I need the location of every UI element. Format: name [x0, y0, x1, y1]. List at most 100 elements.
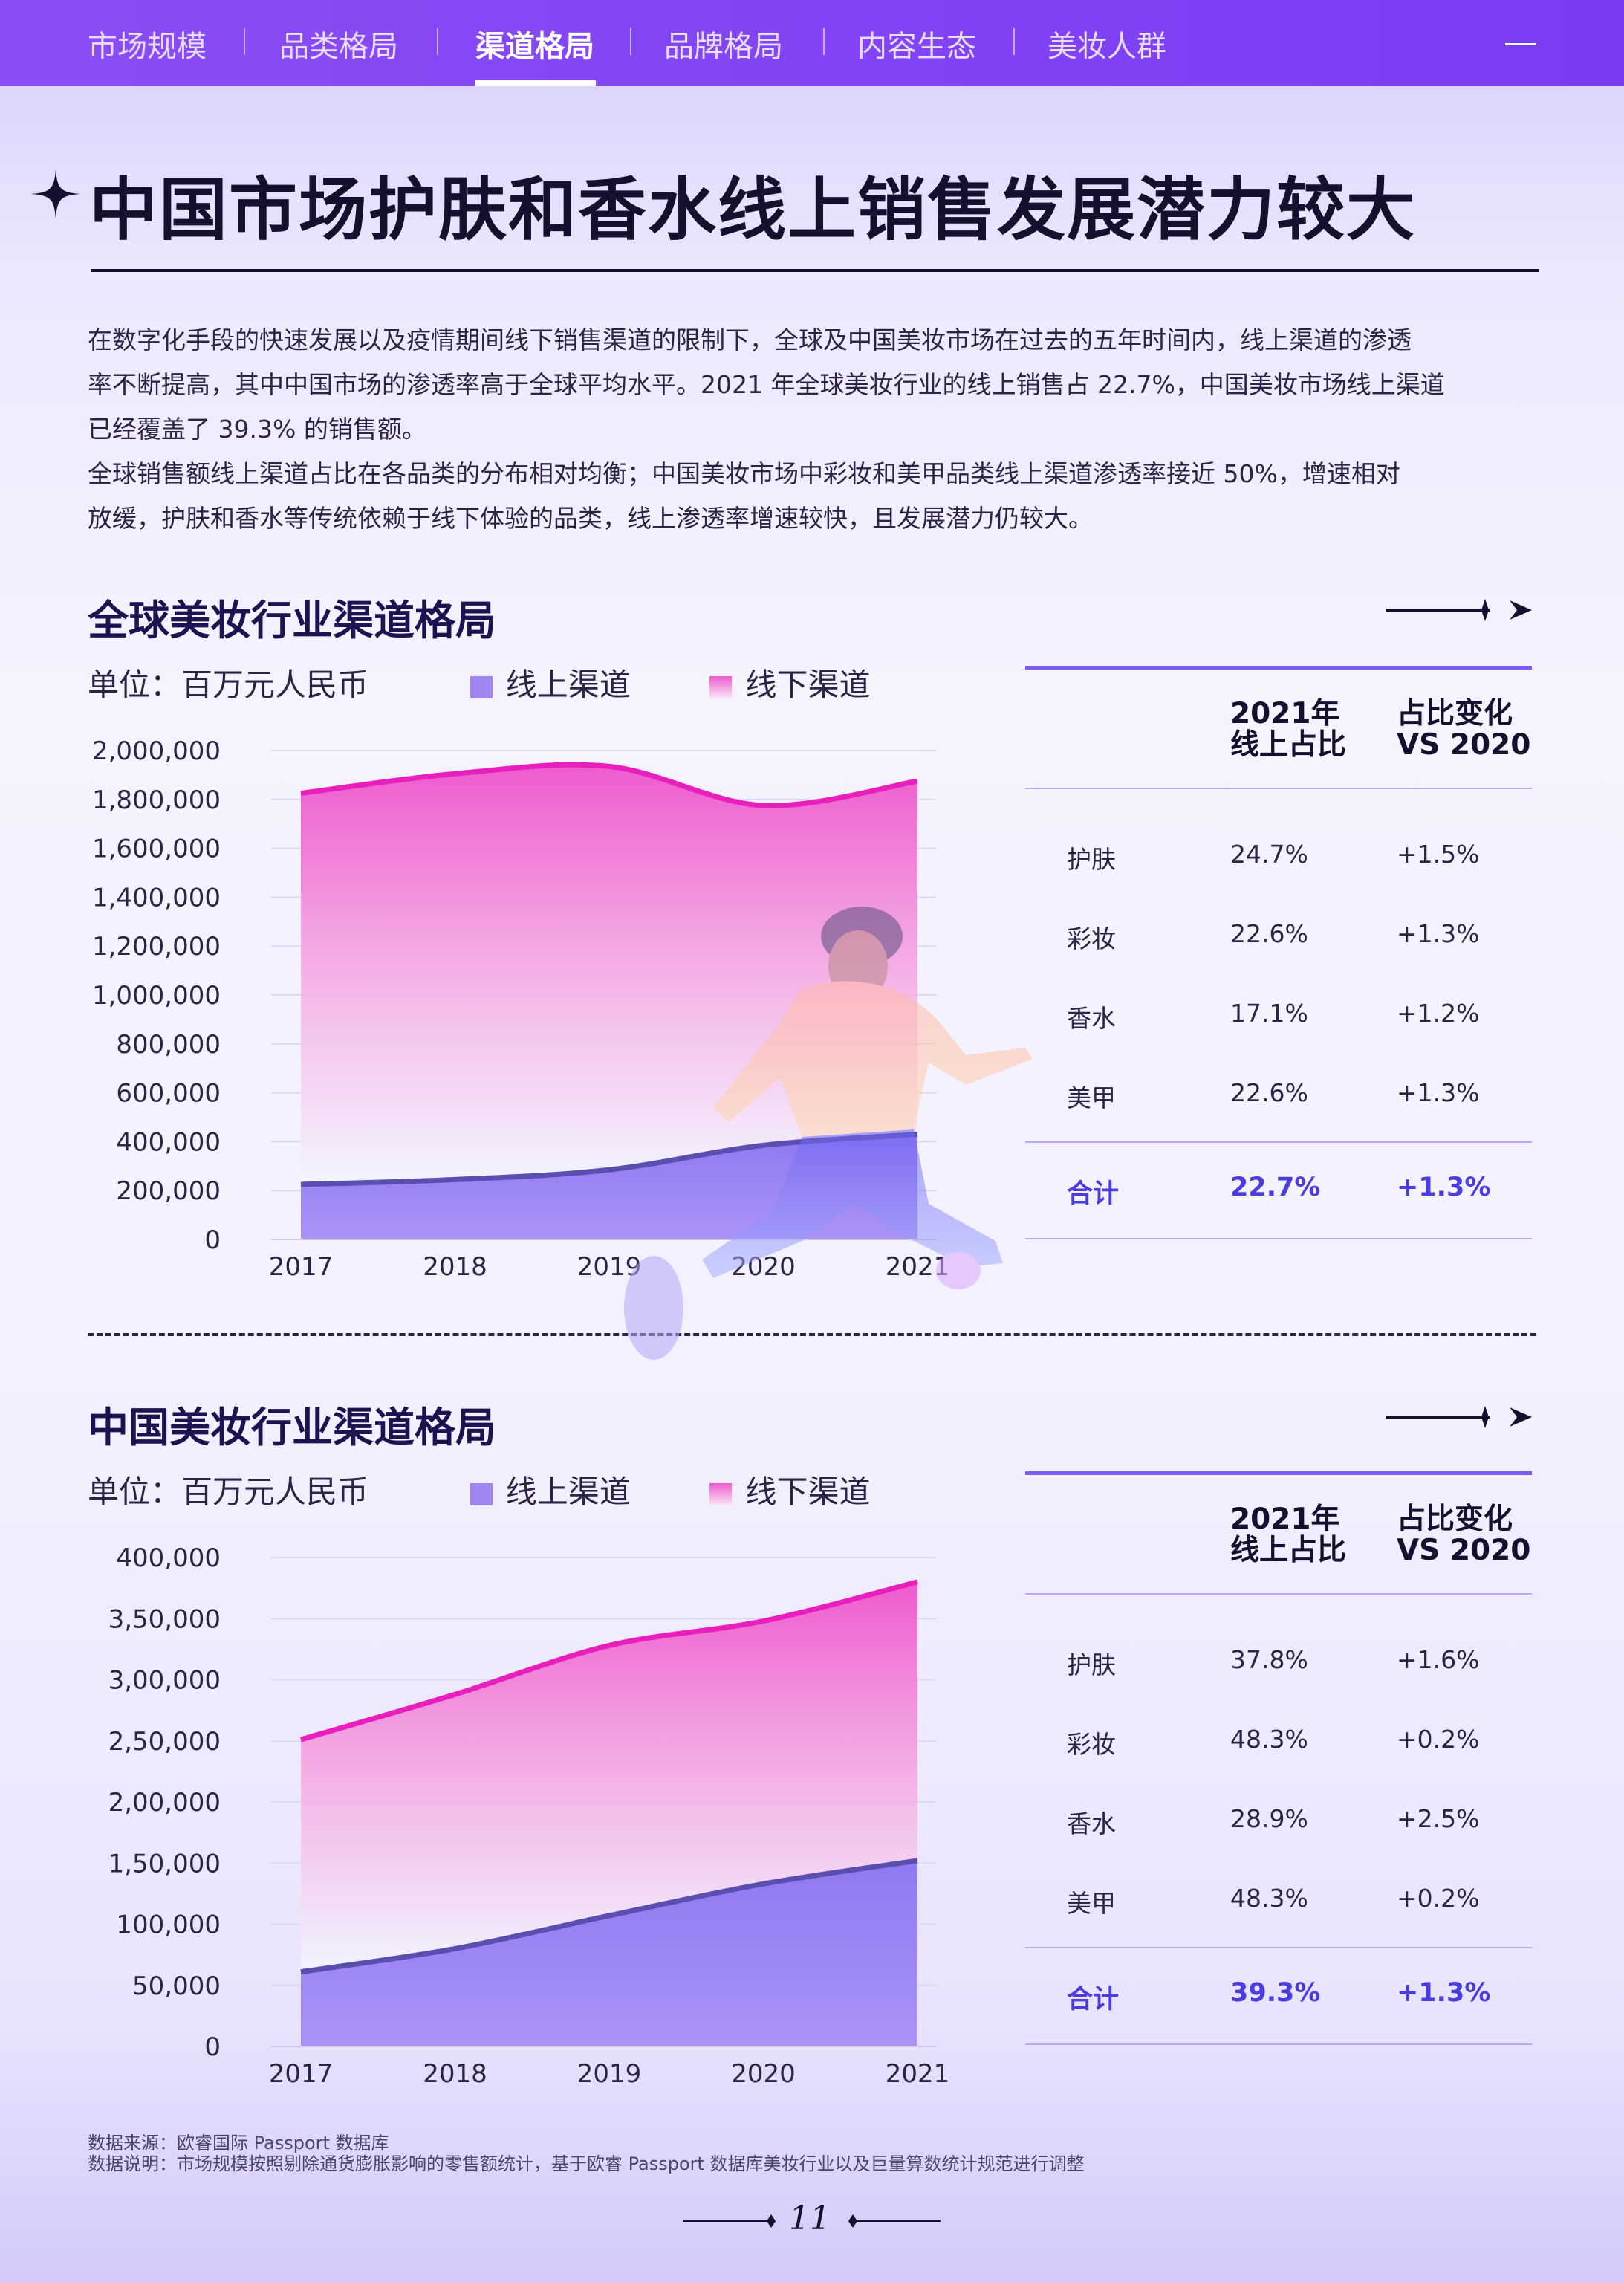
x-tick-label: 2021: [886, 2059, 950, 2089]
page-title: 中国市场护肤和香水线上销售发展潜力较大: [89, 170, 1417, 250]
y-tick-label: 1,000,000: [92, 981, 221, 1011]
row-share: 28.9%: [1230, 1804, 1308, 1833]
row-change: +1.3%: [1397, 919, 1480, 948]
nav-tab-channel[interactable]: 渠道格局: [475, 30, 594, 64]
nav-separator: [630, 28, 631, 55]
header-line: VS 2020: [1397, 1534, 1531, 1567]
legend-online-swatch: [470, 1482, 493, 1505]
nav-tab-content[interactable]: 内容生态: [857, 30, 976, 64]
unit-label: 单位：百万元人民币: [88, 667, 369, 703]
row-change: +1.5%: [1397, 840, 1480, 869]
x-tick-label: 2018: [423, 1252, 487, 1282]
nav-tab-market-size[interactable]: 市场规模: [88, 30, 207, 64]
data-explanation-note: 数据说明：市场规模按照剔除通货膨胀影响的零售额统计，基于欧睿 Passport …: [88, 2153, 1085, 2174]
header-line: 占比变化: [1397, 1503, 1513, 1536]
table-header-change: 占比变化 VS 2020: [1397, 1504, 1530, 1566]
header-line: 2021年: [1230, 1503, 1340, 1536]
row-change: +1.2%: [1397, 999, 1480, 1028]
nav-separator: [437, 28, 438, 55]
menu-dash-icon[interactable]: [1505, 43, 1536, 45]
sparkle-icon: [31, 169, 80, 218]
nav-tab-audience[interactable]: 美妆人群: [1048, 30, 1166, 64]
row-category: 彩妆: [1067, 924, 1116, 953]
row-category: 护肤: [1067, 1650, 1116, 1679]
intro-paragraph-line: 率不断提高，其中中国市场的渗透率高于全球平均水平。2021 年全球美妆行业的线上…: [88, 370, 1445, 399]
y-tick-label: 800,000: [116, 1030, 221, 1060]
total-change: +1.3%: [1397, 1978, 1491, 2008]
china-channel-area-chart: 0 50,000 100,000 1,50,000 2,00,000 2,50,000 3,…: [108, 1543, 950, 2089]
x-tick-label: 2018: [423, 2059, 487, 2089]
row-category: 美甲: [1067, 1083, 1116, 1112]
section-divider: [88, 1333, 1536, 1336]
running-figure-illustration: [624, 907, 1033, 1360]
nav-tab-category[interactable]: 品类格局: [279, 30, 398, 64]
x-tick-label: 2017: [269, 1252, 334, 1282]
chart-legend: 单位：百万元人民币 线上渠道 线下渠道: [88, 660, 870, 705]
header-line: VS 2020: [1397, 728, 1531, 762]
table-top-line: [1025, 1471, 1532, 1475]
y-tick-label: 3,00,000: [108, 1666, 221, 1696]
offline-total-line: [300, 1579, 918, 1743]
footer-right-ornament-icon: [848, 2214, 941, 2228]
footer-left-ornament-icon: [683, 2214, 776, 2228]
chart-legend: 单位：百万元人民币 线上渠道 线下渠道: [88, 1467, 870, 1512]
table-header-share: 2021年 线上占比: [1230, 1504, 1346, 1566]
y-tick-label: 1,50,000: [108, 1849, 221, 1879]
row-change: +0.2%: [1397, 1884, 1480, 1913]
row-change: +2.5%: [1397, 1804, 1480, 1833]
table-top-line: [1025, 666, 1532, 670]
nav-separator: [823, 28, 825, 55]
row-share: 48.3%: [1230, 1884, 1308, 1913]
table-divider: [1025, 1947, 1532, 1948]
legend-offline-swatch: [709, 1482, 733, 1505]
row-change: +1.6%: [1397, 1645, 1480, 1674]
y-tick-label: 50,000: [132, 1971, 221, 2001]
legend-offline-label: 线下渠道: [745, 1474, 871, 1510]
y-tick-label: 1,400,000: [92, 883, 221, 913]
table-divider: [1025, 1141, 1532, 1143]
row-change: +0.2%: [1397, 1725, 1480, 1754]
total-share: 39.3%: [1230, 1978, 1321, 2008]
online-area: [301, 1134, 917, 1239]
x-tick-label: 2020: [731, 2059, 796, 2089]
legend-online-label: 线上渠道: [505, 667, 631, 703]
intro-paragraph-line: 全球销售额线上渠道占比在各品类的分布相对均衡；中国美妆市场中彩妆和美甲品类线上渠…: [88, 459, 1400, 488]
legend-offline-swatch: [709, 675, 733, 698]
nav-separator: [1013, 28, 1015, 55]
y-tick-label: 200,000: [116, 1176, 221, 1206]
total-change: +1.3%: [1397, 1173, 1491, 1202]
table-divider: [1025, 1593, 1532, 1595]
data-source-note: 数据来源：欧睿国际 Passport 数据库: [88, 2133, 389, 2153]
row-category: 香水: [1067, 1809, 1116, 1838]
offline-total-line: [300, 762, 918, 808]
x-tick-label: 2019: [577, 2059, 642, 2089]
intro-paragraph-line: 放缓，护肤和香水等传统依赖于线下体验的品类，线上渗透率增速较快，且发展潜力仍较大…: [88, 504, 1093, 533]
global-online-share-table: 2021年 线上占比 占比变化 VS 2020 护肤 24.7% +1.5% 彩…: [1025, 666, 1532, 1239]
nav-tab-brand[interactable]: 品牌格局: [664, 30, 783, 64]
header-line: 线上占比: [1230, 1534, 1347, 1567]
row-share: 48.3%: [1230, 1725, 1308, 1754]
x-tick-label: 2017: [269, 2059, 334, 2089]
title-rule: [91, 269, 1539, 272]
table-header-change: 占比变化 VS 2020: [1397, 698, 1530, 761]
y-tick-label: 0: [204, 2032, 221, 2062]
arrow-star-icon: [1386, 1406, 1532, 1428]
section-title-china: 中国美妆行业渠道格局: [88, 1404, 497, 1451]
y-tick-label: 3,50,000: [108, 1604, 221, 1634]
y-tick-label: 2,50,000: [108, 1727, 221, 1757]
online-line: [300, 1858, 918, 1975]
legend-offline-label: 线下渠道: [745, 667, 871, 703]
y-tick-label: 1,600,000: [92, 834, 221, 864]
total-label: 合计: [1067, 1179, 1120, 1209]
section-title-global: 全球美妆行业渠道格局: [88, 597, 497, 644]
row-share: 37.8%: [1230, 1645, 1308, 1674]
table-header-share: 2021年 线上占比: [1230, 698, 1346, 761]
total-share: 22.7%: [1230, 1173, 1321, 1202]
y-tick-label: 400,000: [116, 1543, 221, 1573]
total-label: 合计: [1067, 1985, 1120, 2014]
legend-online-swatch: [470, 675, 493, 698]
y-tick-label: 100,000: [116, 1910, 221, 1940]
y-tick-label: 1,200,000: [92, 932, 221, 962]
row-change: +1.3%: [1397, 1078, 1480, 1107]
row-category: 彩妆: [1067, 1730, 1116, 1759]
